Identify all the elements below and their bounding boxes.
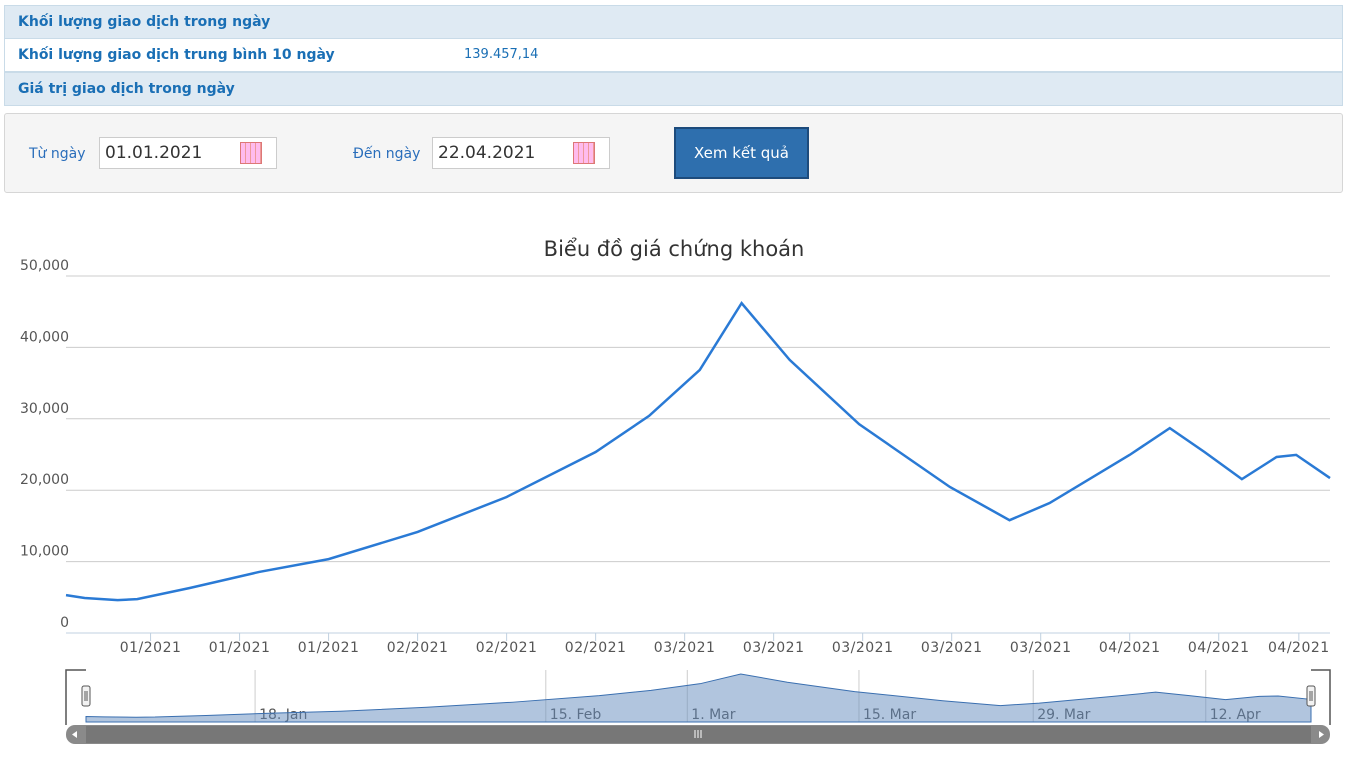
- navigator-area: [85, 673, 1312, 723]
- x-tick-label: 04/2021: [1188, 640, 1250, 656]
- handle-grip: [84, 691, 88, 701]
- x-tick-label: 01/2021: [298, 640, 360, 656]
- from-value: 01.01.2021: [105, 143, 203, 163]
- to-value: 22.04.2021: [438, 143, 536, 163]
- x-tick-label: 02/2021: [476, 640, 538, 656]
- calendar-icon[interactable]: [573, 142, 595, 164]
- info-label: Giá trị giao dịch trong ngày: [18, 81, 235, 97]
- x-tick-label: 02/2021: [387, 640, 449, 656]
- calendar-icon[interactable]: [240, 142, 262, 164]
- y-tick-label: 0: [60, 615, 69, 631]
- navigator-handle[interactable]: [81, 685, 91, 707]
- x-tick-label: 04/2021: [1099, 640, 1161, 656]
- submit-button[interactable]: Xem kết quả: [674, 127, 809, 179]
- y-tick-label: 20,000: [20, 472, 69, 488]
- scrollbar-grip: [694, 730, 702, 738]
- x-tick-label: 03/2021: [654, 640, 716, 656]
- info-row: Giá trị giao dịch trong ngày: [4, 72, 1343, 106]
- to-label: Đến ngày: [353, 146, 421, 162]
- x-tick-label: 01/2021: [209, 640, 271, 656]
- x-tick-label: 02/2021: [565, 640, 627, 656]
- info-label: Khối lượng giao dịch trung bình 10 ngày: [18, 47, 335, 63]
- price-line: [65, 301, 1331, 602]
- navigator-handle[interactable]: [1306, 685, 1316, 707]
- x-tick-label: 03/2021: [743, 640, 805, 656]
- info-row: Khối lượng giao dịch trung bình 10 ngày 1…: [4, 38, 1343, 72]
- y-tick-label: 50,000: [20, 258, 69, 274]
- y-tick-label: 40,000: [20, 329, 69, 345]
- y-tick-label: 30,000: [20, 401, 69, 417]
- navigator-outline: [65, 669, 1331, 725]
- from-label: Từ ngày: [29, 146, 86, 162]
- chart-title: Biểu đồ giá chứng khoán: [544, 237, 805, 261]
- info-label: Khối lượng giao dịch trong ngày: [18, 14, 271, 30]
- x-tick-label: 01/2021: [120, 640, 182, 656]
- from-input[interactable]: 01.01.2021: [99, 137, 277, 169]
- chart: Biểu đồ giá chứng khoán 0 10,000 20,000 30,…: [20, 237, 1331, 744]
- info-row: Khối lượng giao dịch trong ngày: [4, 5, 1343, 39]
- y-tick-label: 10,000: [20, 544, 69, 560]
- x-tick-label: 03/2021: [1010, 640, 1072, 656]
- info-value: 139.457,14: [464, 47, 539, 62]
- handle-grip: [1309, 691, 1313, 701]
- to-input[interactable]: 22.04.2021: [432, 137, 610, 169]
- x-tick-label: 03/2021: [832, 640, 894, 656]
- x-tick-label: 04/2021: [1268, 640, 1330, 656]
- x-tick-label: 03/2021: [921, 640, 983, 656]
- date-form: Từ ngày 01.01.2021 Đến ngày 22.04.2021 X…: [4, 113, 1343, 193]
